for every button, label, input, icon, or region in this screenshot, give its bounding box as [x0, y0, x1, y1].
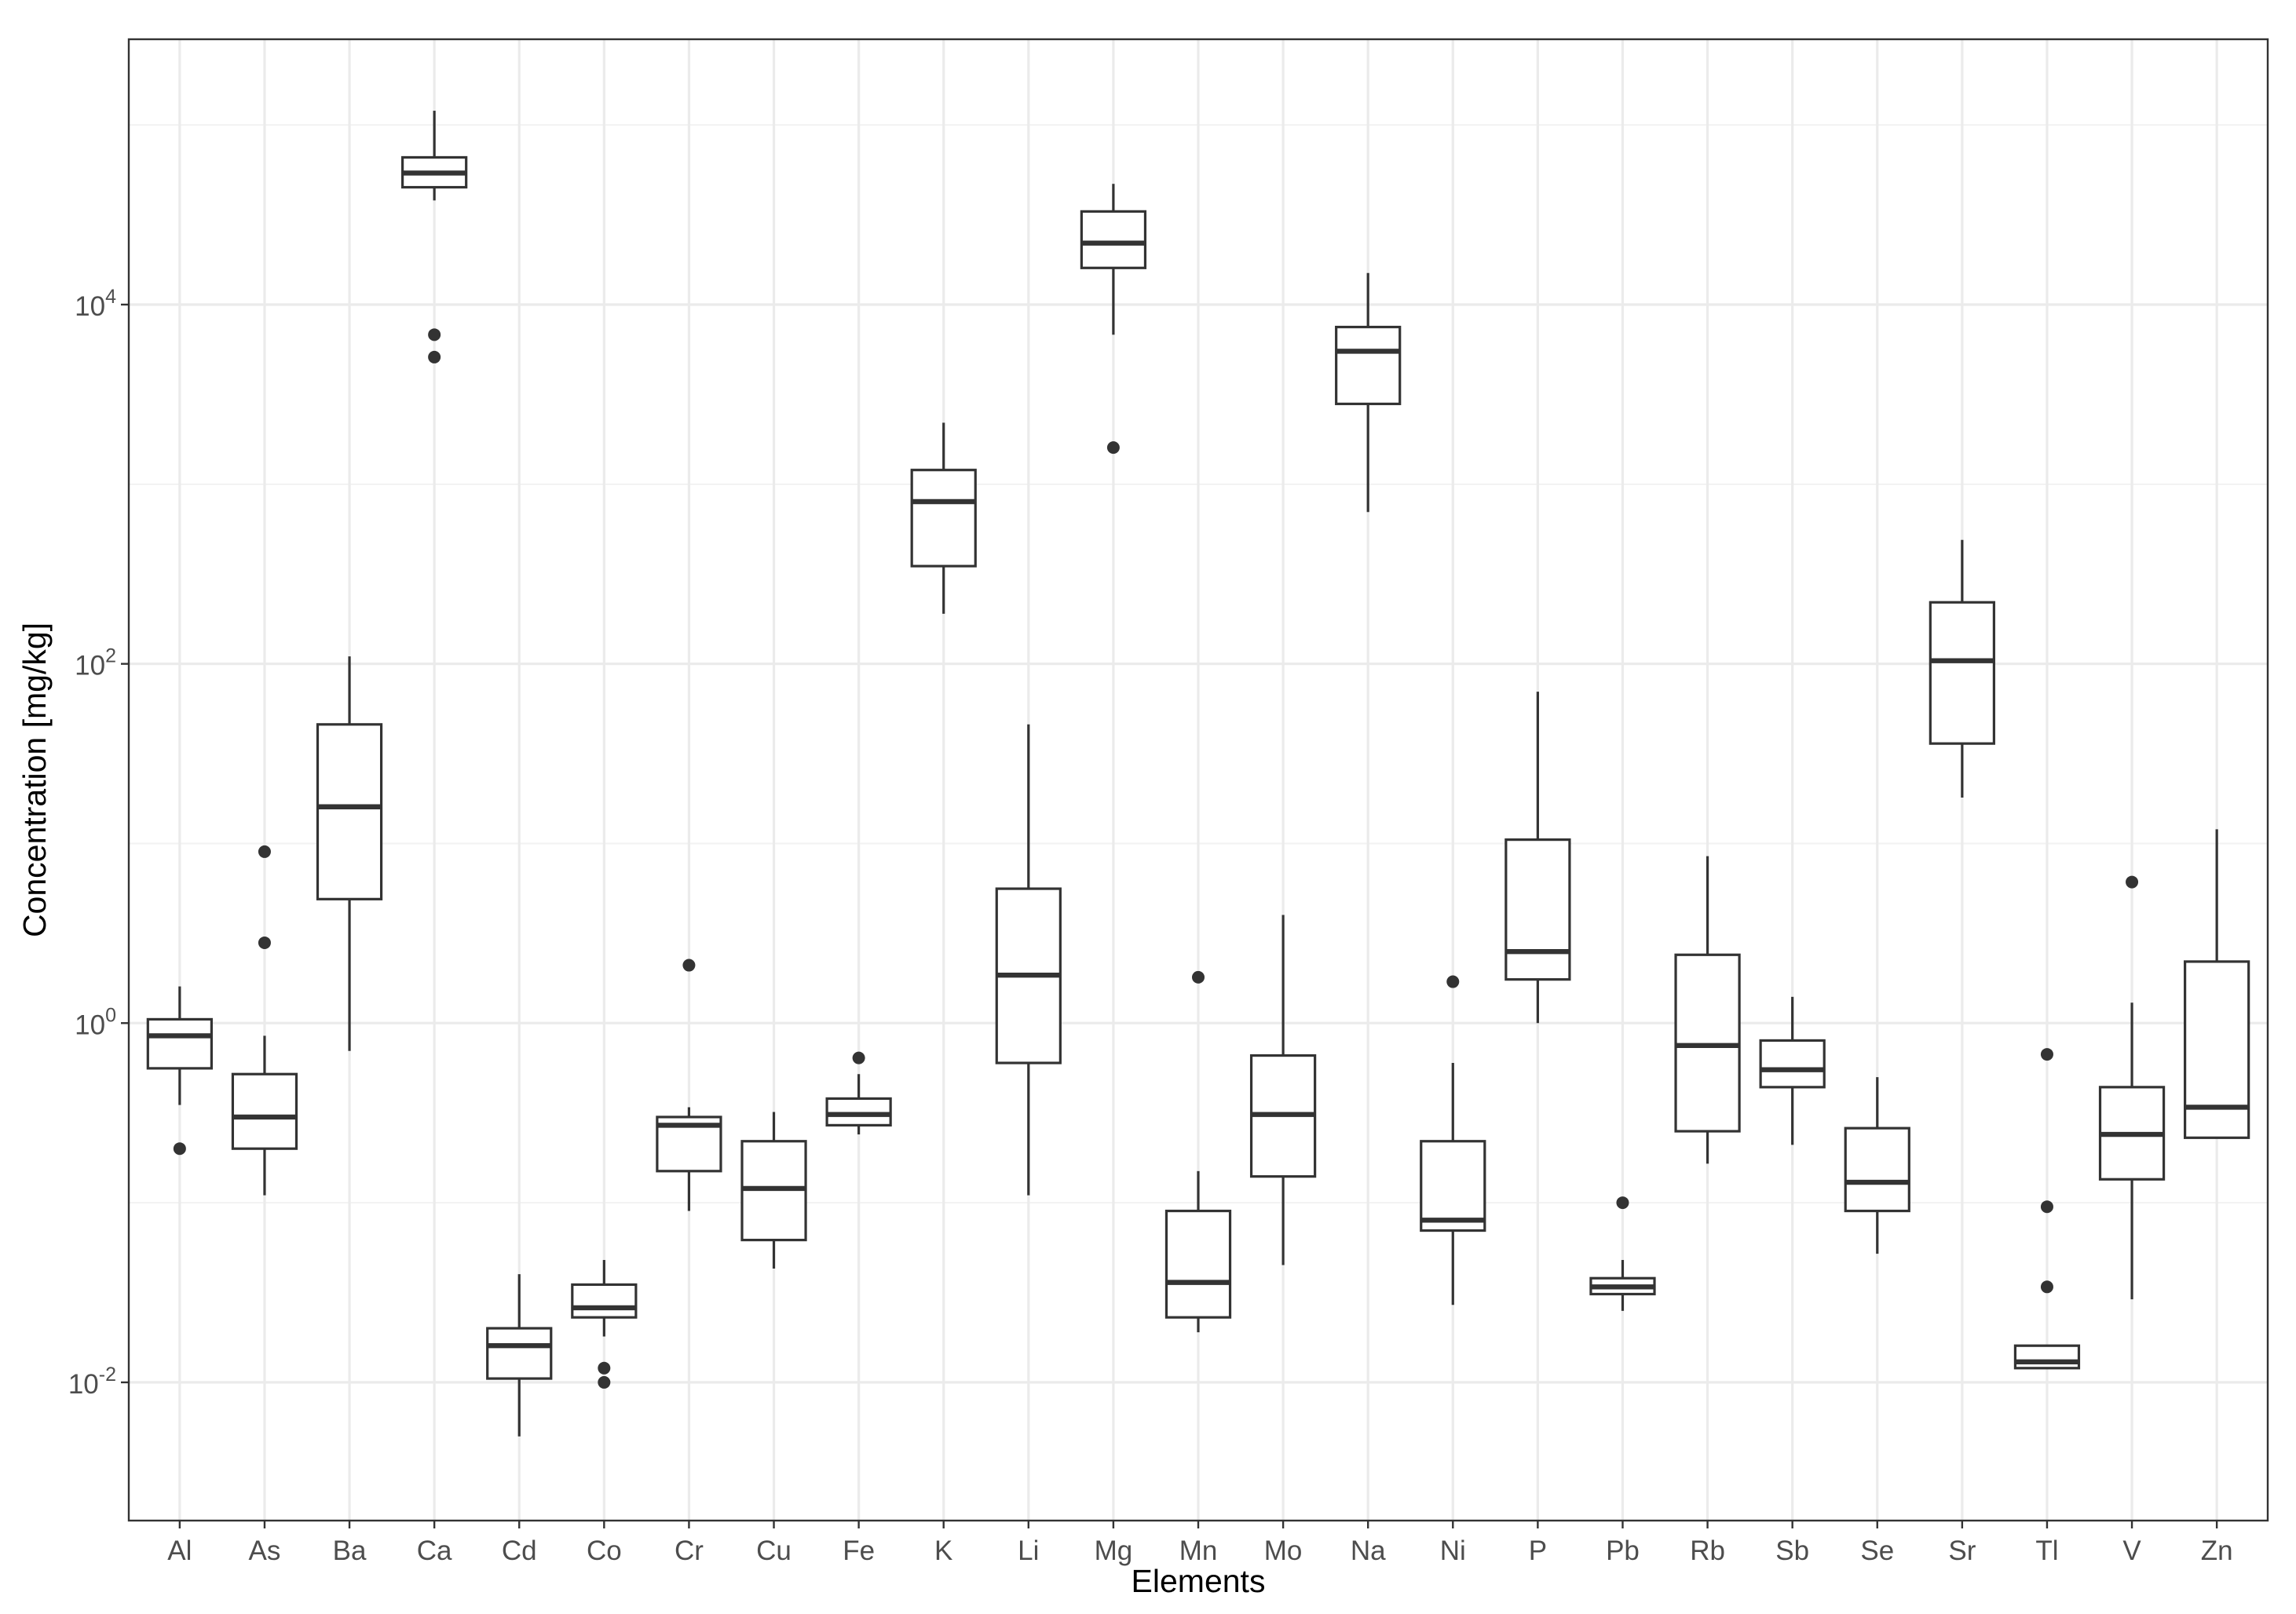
box-Ba — [316, 656, 383, 1051]
outlier-point — [2040, 1200, 2053, 1214]
box-Mg — [1080, 184, 1147, 455]
x-tick-label: Sb — [1775, 1535, 1809, 1566]
box-Zn — [2184, 829, 2250, 1139]
box-P — [1504, 692, 1571, 1024]
box-Tl — [2013, 1048, 2081, 1370]
outlier-point — [1616, 1196, 1629, 1210]
x-tick-label: Na — [1351, 1535, 1386, 1566]
iqr-box — [1164, 1209, 1232, 1319]
iqr-box — [316, 723, 383, 900]
box-Fe — [825, 1051, 892, 1135]
outlier-point — [1106, 441, 1120, 455]
x-tick-label: Se — [1860, 1535, 1894, 1566]
x-tick-label: P — [1529, 1535, 1547, 1566]
iqr-box — [231, 1072, 298, 1150]
outlier-point — [598, 1375, 611, 1389]
iqr-box — [1080, 210, 1147, 269]
x-tick-label: Ca — [417, 1535, 452, 1566]
y-tick-label: 102 — [75, 645, 116, 681]
x-tick-label: Cd — [502, 1535, 537, 1566]
iqr-box — [1759, 1039, 1826, 1089]
box-Cu — [740, 1112, 807, 1269]
x-tick-label: Ba — [333, 1535, 367, 1566]
x-tick-label: Cr — [675, 1535, 704, 1566]
y-tick-label: 10-2 — [68, 1364, 116, 1400]
x-tick-label: Al — [167, 1535, 192, 1566]
box-Sr — [1929, 539, 1995, 798]
box-Rb — [1674, 856, 1741, 1164]
x-tick-label: Mn — [1179, 1535, 1218, 1566]
x-tick-label: K — [934, 1535, 952, 1566]
x-axis-title: Elements — [1132, 1563, 1266, 1599]
box-As — [231, 845, 298, 1196]
box-Cr — [656, 959, 722, 1211]
x-tick-label: Pb — [1606, 1535, 1640, 1566]
box-Co — [571, 1260, 638, 1389]
outlier-point — [598, 1361, 611, 1375]
outlier-point — [2040, 1048, 2053, 1061]
iqr-box — [1504, 838, 1571, 981]
iqr-box — [146, 1017, 213, 1070]
box-Cd — [486, 1274, 553, 1437]
box-Li — [995, 724, 1062, 1196]
outlier-point — [258, 845, 271, 858]
axes: 10-2 100 102 104 Al As Ba Ca Cd Co Cr Cu Fe K Li Mg Mn Mo… — [68, 286, 2233, 1566]
box-series — [146, 111, 2250, 1437]
x-tick-label: Zn — [2201, 1535, 2233, 1566]
outlier-point — [2040, 1280, 2053, 1294]
box-K — [910, 422, 977, 614]
iqr-box — [825, 1097, 892, 1127]
box-Ni — [1420, 975, 1486, 1305]
outlier-point — [852, 1051, 865, 1064]
x-tick-label: V — [2122, 1535, 2141, 1566]
iqr-box — [1674, 953, 1741, 1133]
x-tick-label: Sr — [1948, 1535, 1976, 1566]
outlier-point — [2126, 875, 2139, 889]
iqr-box — [910, 469, 977, 568]
outlier-point — [258, 936, 271, 949]
x-tick-label: Rb — [1690, 1535, 1725, 1566]
x-tick-label: Fe — [843, 1535, 875, 1566]
iqr-box — [2013, 1344, 2081, 1370]
y-axis-title: Concentration [mg/kg] — [16, 623, 53, 937]
iqr-box — [1420, 1140, 1486, 1232]
box-Se — [1844, 1077, 1910, 1254]
box-Sb — [1759, 996, 1826, 1145]
x-tick-label: Cu — [756, 1535, 792, 1566]
box-Ca — [401, 111, 468, 363]
iqr-box — [1929, 601, 1995, 745]
box-Al — [146, 986, 213, 1156]
box-Mn — [1164, 970, 1232, 1333]
iqr-box — [1844, 1127, 1910, 1213]
outlier-point — [1192, 970, 1205, 984]
x-tick-label: Mo — [1264, 1535, 1303, 1566]
y-tick-label: 104 — [75, 286, 116, 322]
iqr-box — [486, 1327, 553, 1380]
x-tick-label: Mg — [1095, 1535, 1133, 1566]
x-tick-label: As — [249, 1535, 281, 1566]
x-tick-label: Co — [587, 1535, 622, 1566]
y-tick-label: 100 — [75, 1004, 116, 1040]
x-tick-label: Ni — [1440, 1535, 1466, 1566]
box-V — [2098, 875, 2166, 1300]
box-Pb — [1589, 1196, 1656, 1311]
outlier-point — [428, 350, 441, 363]
iqr-box — [571, 1283, 638, 1319]
box-Na — [1335, 272, 1402, 513]
box-Mo — [1249, 915, 1317, 1265]
iqr-box — [1335, 325, 1402, 406]
outlier-point — [1446, 975, 1460, 988]
x-tick-label: Li — [1018, 1535, 1039, 1566]
outlier-point — [428, 328, 441, 341]
outlier-point — [173, 1142, 186, 1156]
x-tick-label: Tl — [2035, 1535, 2058, 1566]
iqr-box — [2184, 960, 2250, 1139]
outlier-point — [682, 959, 696, 972]
